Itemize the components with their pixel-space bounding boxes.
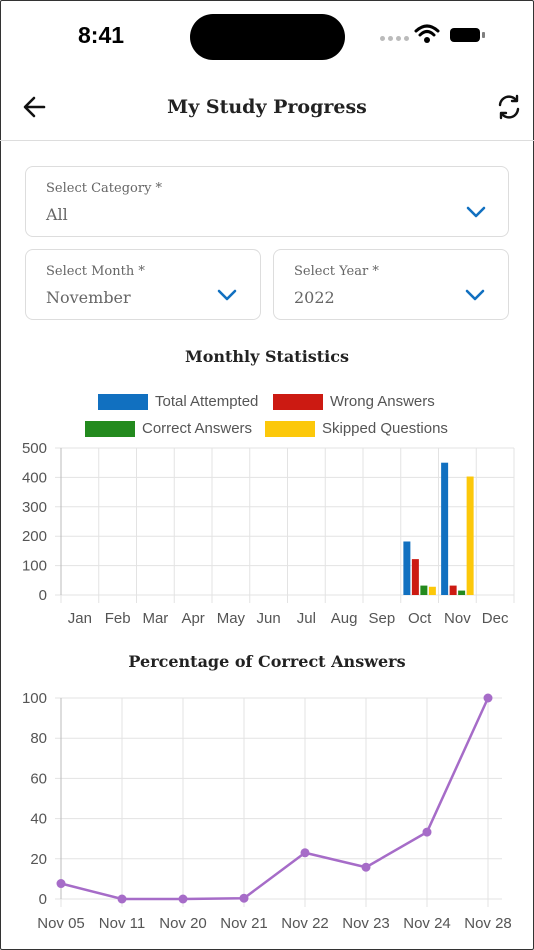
series-line (60, 697, 490, 901)
status-time: 8:41 (78, 22, 125, 48)
x-tick-label: May (217, 610, 246, 627)
battery-cap (482, 32, 485, 38)
data-point (178, 894, 188, 904)
year-select[interactable]: Select Year * 2022 (273, 249, 509, 320)
bar (403, 541, 411, 595)
y-tick-label: 100 (22, 558, 47, 575)
monthly-statistics-chart: 0 100 200 300 400 500 Jan Feb Mar Apr May Jun Jul Aug… (22, 440, 515, 627)
correct-percentage-chart: 0 20 40 60 80 100 Nov 05 Nov 11 Nov 20 Nov 21 Nov … (22, 690, 512, 932)
legend-label: Correct Answers (142, 420, 253, 437)
month-select[interactable]: Select Month * November (25, 249, 261, 320)
x-tick-label: Nov 21 (220, 915, 268, 932)
legend-wrong-answers: Wrong Answers (273, 393, 435, 410)
legend-total-attempted: Total Attempted (98, 393, 258, 410)
bar (441, 462, 449, 595)
legend-swatch-correct (85, 420, 135, 437)
x-tick-label: Mar (142, 610, 168, 627)
x-tick-label: Nov 22 (281, 915, 329, 932)
legend-label: Wrong Answers (330, 393, 435, 410)
data-point (239, 893, 249, 903)
line-chart-title: Percentage of Correct Answers (128, 652, 406, 671)
x-tick-label: Nov 24 (403, 915, 451, 932)
data-point (117, 894, 127, 904)
data-point (300, 848, 310, 858)
year-label: Select Year * (294, 264, 379, 279)
chevron-down-icon (465, 289, 485, 301)
bar (428, 586, 436, 595)
y-tick-label: 200 (22, 528, 47, 545)
dynamic-island (190, 14, 345, 60)
legend-skipped-questions: Skipped Questions (265, 420, 448, 437)
signal-icon (380, 36, 409, 41)
x-tick-label: Feb (105, 610, 131, 627)
data-point (361, 862, 371, 872)
bar (420, 585, 428, 595)
data-point (56, 879, 66, 889)
category-value: All (46, 205, 68, 224)
x-tick-label: Nov 11 (99, 915, 145, 932)
x-tick-label: Jul (297, 610, 316, 627)
back-arrow-icon[interactable] (22, 94, 48, 120)
wifi-icon (414, 24, 440, 43)
category-label: Select Category * (46, 181, 163, 196)
bar (449, 585, 457, 595)
y-tick-label: 0 (39, 587, 47, 604)
page-title: My Study Progress (167, 96, 367, 118)
x-tick-label: Aug (331, 610, 358, 627)
bar (458, 590, 466, 595)
legend-swatch-total (98, 393, 148, 410)
y-tick-label: 20 (30, 851, 47, 868)
x-tick-label: Sep (369, 610, 396, 627)
x-tick-label: Nov 28 (464, 915, 512, 932)
x-tick-label: Nov 05 (37, 915, 85, 932)
x-tick-label: Nov 23 (342, 915, 390, 932)
x-tick-label: Dec (482, 610, 509, 627)
x-tick-label: Oct (408, 610, 432, 627)
legend-correct-answers: Correct Answers (85, 420, 252, 437)
y-tick-label: 60 (30, 770, 47, 787)
month-value: November (46, 288, 131, 307)
bar-chart-title: Monthly Statistics (185, 347, 349, 366)
chevron-down-icon (217, 289, 237, 301)
nav-header: My Study Progress (0, 80, 534, 141)
data-point (483, 693, 493, 703)
legend-swatch-wrong (273, 393, 323, 410)
legend-swatch-skipped (265, 420, 315, 437)
bar (411, 559, 419, 595)
y-tick-label: 300 (22, 499, 47, 516)
bar (466, 476, 474, 595)
legend-label: Total Attempted (155, 393, 259, 410)
y-tick-label: 100 (22, 690, 47, 707)
refresh-icon[interactable] (496, 94, 522, 120)
y-tick-label: 400 (22, 469, 47, 486)
x-tick-label: Jan (68, 610, 92, 627)
y-tick-label: 80 (30, 730, 47, 747)
category-select[interactable]: Select Category * All (25, 166, 509, 237)
data-point (422, 827, 432, 837)
x-tick-label: Jun (257, 610, 281, 627)
battery-icon (450, 28, 480, 42)
x-tick-label: Nov 20 (159, 915, 207, 932)
legend-label: Skipped Questions (322, 420, 448, 437)
year-value: 2022 (294, 288, 335, 307)
chevron-down-icon (466, 206, 486, 218)
x-tick-label: Nov (444, 610, 471, 627)
y-tick-label: 40 (30, 811, 47, 828)
y-tick-label: 500 (22, 440, 47, 457)
month-label: Select Month * (46, 264, 145, 279)
x-tick-label: Apr (181, 610, 204, 627)
y-tick-label: 0 (39, 891, 47, 908)
